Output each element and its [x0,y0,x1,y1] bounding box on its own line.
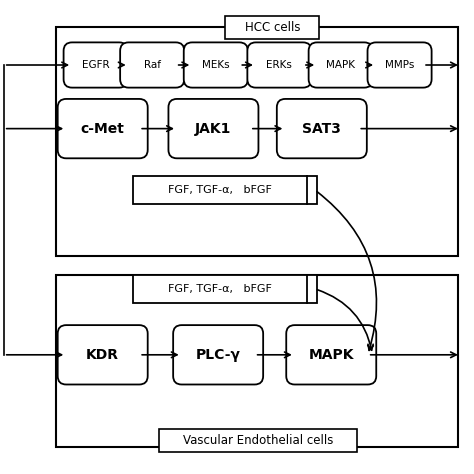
Text: EGFR: EGFR [82,60,109,70]
Text: KDR: KDR [86,348,119,362]
Bar [159,429,357,452]
Text: SAT3: SAT3 [302,122,341,136]
Text: MAPK: MAPK [326,60,355,70]
FancyBboxPatch shape [247,42,311,88]
Text: Vascular Endothelial cells: Vascular Endothelial cells [183,434,333,447]
FancyBboxPatch shape [367,42,432,88]
Text: MAPK: MAPK [309,348,354,362]
Bar [225,16,319,38]
Text: Raf: Raf [144,60,161,70]
Text: FGF, TGF-α,   bFGF: FGF, TGF-α, bFGF [168,185,272,195]
Bar [55,27,458,256]
Text: JAK1: JAK1 [195,122,232,136]
FancyBboxPatch shape [64,42,128,88]
FancyBboxPatch shape [120,42,184,88]
FancyBboxPatch shape [184,42,248,88]
Text: PLC-γ: PLC-γ [196,348,241,362]
FancyBboxPatch shape [173,325,263,384]
Text: HCC cells: HCC cells [245,21,300,34]
Text: c-Met: c-Met [81,122,125,136]
Text: FGF, TGF-α,   bFGF: FGF, TGF-α, bFGF [168,284,272,294]
FancyBboxPatch shape [168,99,258,158]
Text: MEKs: MEKs [202,60,229,70]
FancyBboxPatch shape [58,99,148,158]
Text: MMPs: MMPs [385,60,414,70]
FancyBboxPatch shape [309,42,373,88]
Text: ERKs: ERKs [266,60,292,70]
Bar [133,275,317,303]
Bar [55,275,458,447]
FancyBboxPatch shape [58,325,148,384]
Bar [133,176,317,204]
FancyBboxPatch shape [286,325,376,384]
FancyBboxPatch shape [277,99,367,158]
